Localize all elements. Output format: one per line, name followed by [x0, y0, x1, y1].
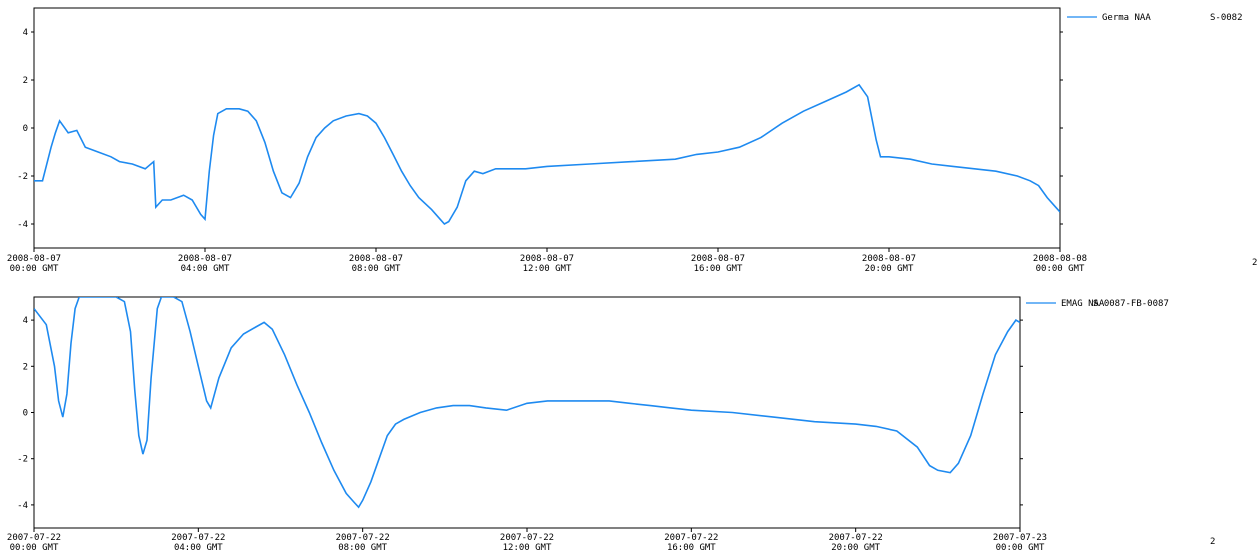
- plot-frame: [33, 296, 1021, 529]
- x-tick-time-label: 12:00 GMT: [503, 543, 552, 553]
- x-tick-date-label: 2007-07-22: [7, 533, 61, 543]
- y-tick-label: -2: [17, 455, 28, 465]
- series-line: [34, 297, 1020, 509]
- x-tick-time-label: 00:00 GMT: [10, 543, 59, 553]
- x-tick-date-label: 2008-08-08: [1033, 254, 1087, 264]
- x-tick-date-label: 2008-08-07: [520, 254, 574, 264]
- x-tick-date-label: 2007-07-22: [336, 533, 390, 543]
- y-tick-label: -4: [17, 220, 28, 230]
- plot-frame: [33, 7, 1061, 249]
- y-tick-label: -4: [17, 501, 28, 511]
- x-tick-date-label: 2008-08-07: [862, 254, 916, 264]
- x-tick-time-label: 00:00 GMT: [996, 543, 1045, 553]
- x-tick-date-label: 2007-07-22: [171, 533, 225, 543]
- y-tick-label: 0: [23, 409, 28, 419]
- y-tick-label: 4: [23, 28, 28, 38]
- x-tick-time-label: 04:00 GMT: [174, 543, 223, 553]
- right-edge-text: 2: [1252, 258, 1257, 268]
- x-tick-time-label: 00:00 GMT: [1036, 264, 1085, 274]
- x-tick-time-label: 12:00 GMT: [523, 264, 572, 274]
- legend-code: S-0087-FB-0087: [1093, 299, 1169, 309]
- y-tick-label: 4: [23, 316, 28, 326]
- x-tick-date-label: 2007-07-23: [993, 533, 1047, 543]
- x-tick-date-label: 2007-07-22: [664, 533, 718, 543]
- x-tick-time-label: 08:00 GMT: [352, 264, 401, 274]
- x-tick-date-label: 2008-08-07: [349, 254, 403, 264]
- y-tick-label: 2: [23, 76, 28, 86]
- x-tick-time-label: 20:00 GMT: [831, 543, 880, 553]
- legend-label: Germa NAA: [1102, 13, 1151, 23]
- x-tick-time-label: 16:00 GMT: [694, 264, 743, 274]
- x-tick-time-label: 04:00 GMT: [181, 264, 230, 274]
- y-tick-label: -2: [17, 172, 28, 182]
- right-edge-text: 2: [1210, 537, 1215, 547]
- series-line: [34, 83, 1060, 226]
- x-tick-time-label: 20:00 GMT: [865, 264, 914, 274]
- y-tick-label: 2: [23, 362, 28, 372]
- x-tick-date-label: 2007-07-22: [500, 533, 554, 543]
- x-tick-time-label: 00:00 GMT: [10, 264, 59, 274]
- x-tick-date-label: 2008-08-07: [178, 254, 232, 264]
- x-tick-time-label: 08:00 GMT: [338, 543, 387, 553]
- x-tick-time-label: 16:00 GMT: [667, 543, 716, 553]
- legend-label: EMAG NAA: [1061, 299, 1105, 309]
- x-tick-date-label: 2008-08-07: [691, 254, 745, 264]
- y-tick-label: 0: [23, 124, 28, 134]
- x-tick-date-label: 2008-08-07: [7, 254, 61, 264]
- x-tick-date-label: 2007-07-22: [829, 533, 883, 543]
- legend-code: S-0082: [1210, 13, 1243, 23]
